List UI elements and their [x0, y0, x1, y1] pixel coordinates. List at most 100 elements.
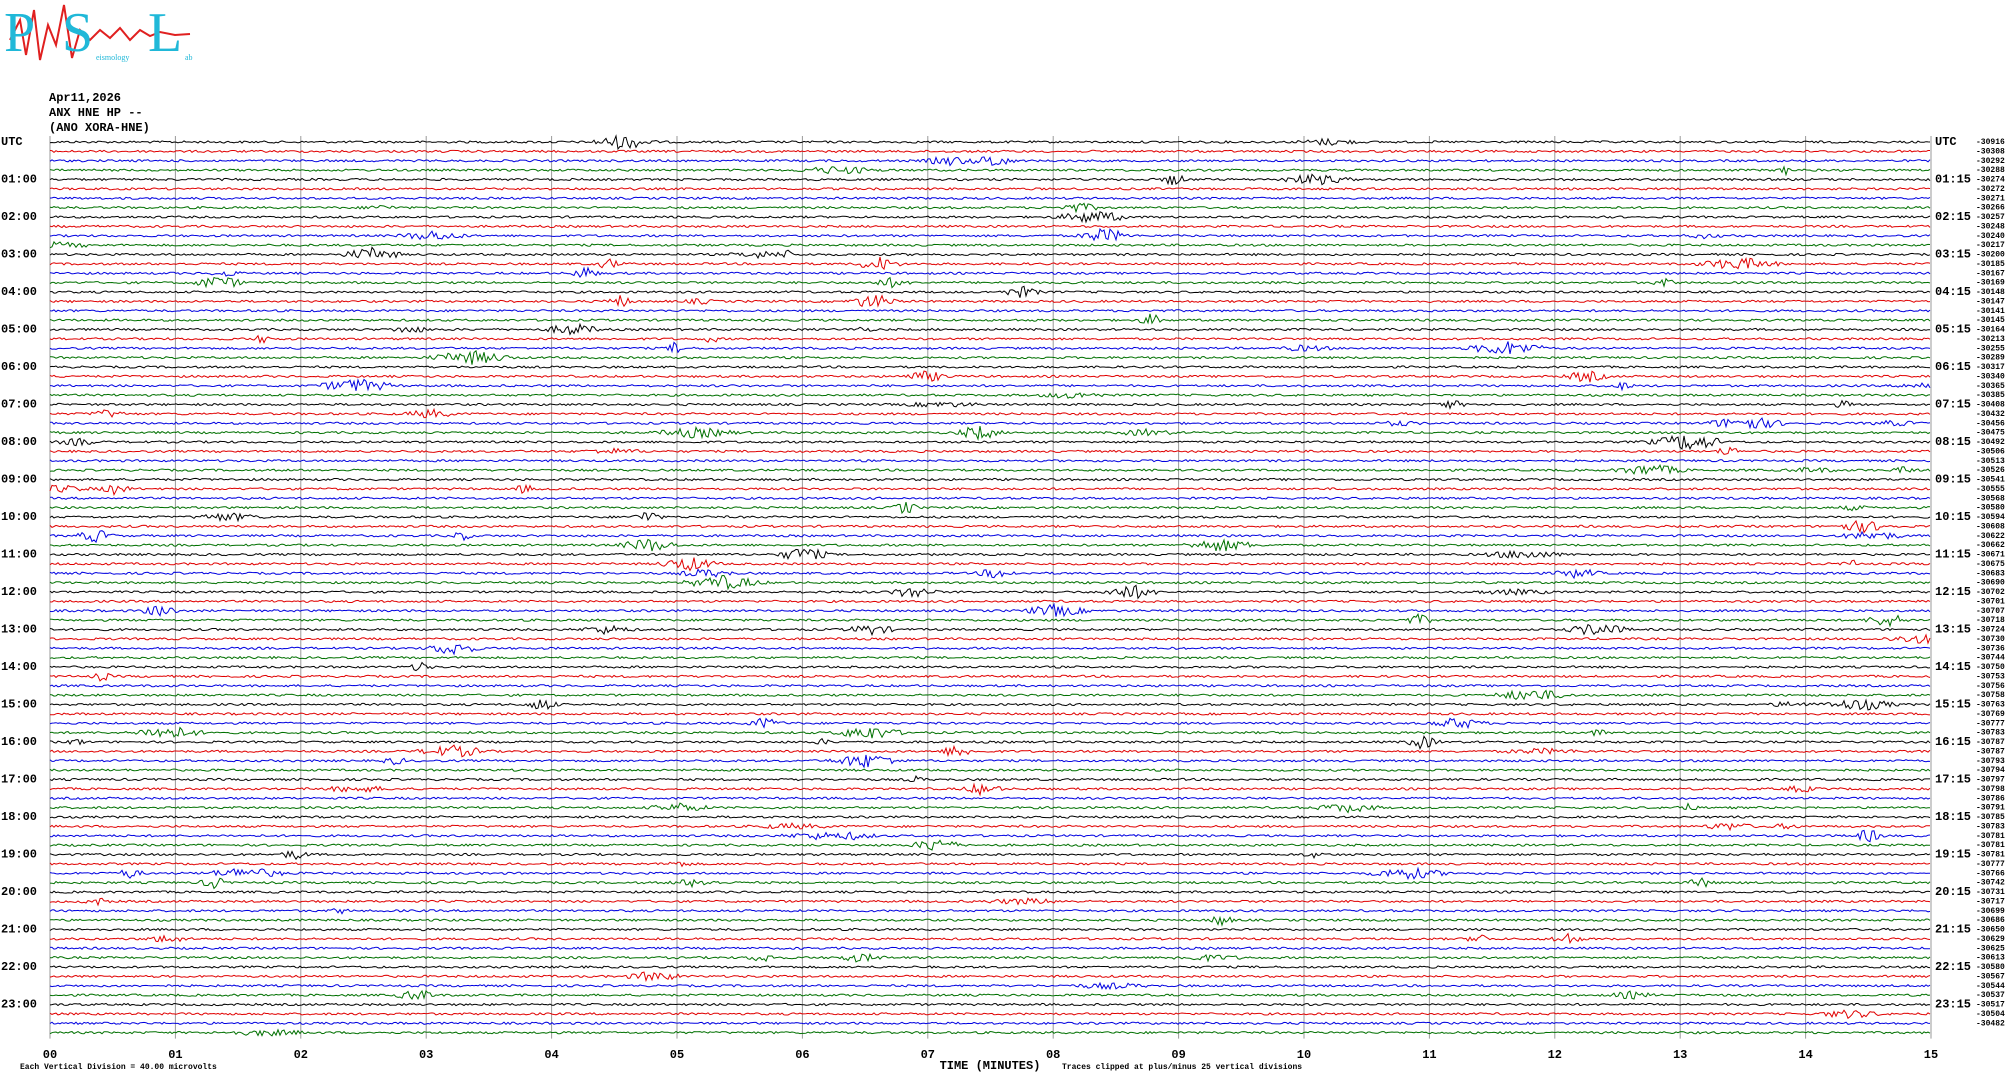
offset-label: -30763	[1976, 701, 2005, 710]
trace	[49, 187, 1931, 191]
trace	[50, 496, 1931, 501]
trace	[49, 446, 1931, 455]
offset-label: -30167	[1976, 269, 2005, 278]
trace	[49, 735, 1931, 751]
offset-label: -30758	[1976, 691, 2005, 700]
trace	[49, 971, 1931, 983]
x-tick-label: 13	[1673, 1048, 1687, 1062]
x-tick-label: 11	[1422, 1048, 1436, 1062]
offset-label: -30365	[1976, 382, 2005, 391]
offset-label: -30271	[1976, 194, 2005, 203]
trace	[49, 989, 1931, 1001]
station: ANX HNE HP --	[49, 106, 143, 120]
offset-label: -30240	[1976, 232, 2005, 241]
offset-label: -30783	[1976, 729, 2005, 738]
offset-label: -30730	[1976, 635, 2005, 644]
right-time-label: 22:15	[1935, 960, 1971, 974]
trace	[49, 850, 1931, 861]
offset-label: -30766	[1976, 869, 2005, 878]
offset-label: -30289	[1976, 354, 2005, 363]
logo-letter: S	[62, 2, 93, 64]
offset-label: -30544	[1976, 982, 2005, 991]
trace	[49, 156, 1931, 167]
traces	[49, 134, 1931, 1037]
left-time-label: 06:00	[1, 360, 37, 374]
trace	[49, 717, 1931, 730]
x-tick-label: 01	[168, 1048, 182, 1062]
trace	[49, 519, 1931, 534]
offset-label: -30736	[1976, 644, 2005, 653]
offset-label: -30724	[1976, 626, 2005, 635]
date: Apr11,2026	[49, 91, 121, 105]
offset-label: -30787	[1976, 747, 2005, 756]
left-time-label: 15:00	[1, 698, 37, 712]
trace	[49, 341, 1931, 355]
left-time-label: 21:00	[1, 923, 37, 937]
left-time-label: 01:00	[1, 173, 37, 187]
trace	[49, 890, 1931, 894]
trace	[49, 266, 1931, 279]
offset-label: -30492	[1976, 438, 2005, 447]
trace	[49, 285, 1931, 298]
offset-label: -30622	[1976, 532, 2005, 541]
right-time-label: 10:15	[1935, 510, 1971, 524]
offset-label: -30308	[1976, 147, 2005, 156]
clip-note: Traces clipped at plus/minus 25 vertical…	[1062, 1063, 1302, 1072]
x-tick-label: 00	[43, 1048, 57, 1062]
offset-label: -30567	[1976, 972, 2005, 981]
offset-label: -30742	[1976, 879, 2005, 888]
left-time-label: 12:00	[1, 585, 37, 599]
left-time-label: 09:00	[1, 473, 37, 487]
x-tick-label: 09	[1171, 1048, 1185, 1062]
right-time-label: 03:15	[1935, 248, 1971, 262]
offset-label: -30213	[1976, 335, 2005, 344]
offset-label: -30781	[1976, 851, 2005, 860]
right-time-label: 13:15	[1935, 623, 1971, 637]
trace	[49, 557, 1931, 572]
trace	[49, 633, 1931, 645]
left-time-label: 19:00	[1, 848, 37, 862]
offset-label: -30650	[1976, 926, 2005, 935]
right-time-label: 19:15	[1935, 848, 1971, 862]
offset-label: -30787	[1976, 738, 2005, 747]
trace	[49, 584, 1931, 600]
trace	[49, 365, 1931, 369]
offset-label: -30288	[1976, 166, 2005, 175]
offset-label: -30255	[1976, 344, 2005, 353]
offset-label: -30613	[1976, 954, 2005, 963]
offset-label: -30750	[1976, 663, 2005, 672]
x-tick-label: 02	[294, 1048, 308, 1062]
offset-label: -30783	[1976, 822, 2005, 831]
offset-label: -30629	[1976, 935, 2005, 944]
right-time-label: 11:15	[1935, 548, 1971, 562]
offset-label: -30456	[1976, 419, 2005, 428]
trace	[49, 399, 1930, 410]
scale-note: Each Vertical Division = 40.00 microvolt…	[20, 1063, 217, 1072]
trace	[49, 796, 1931, 801]
offset-label: -30272	[1976, 185, 2005, 194]
trace	[49, 689, 1931, 701]
trace	[50, 349, 1931, 365]
offset-label: -30274	[1976, 176, 2005, 185]
right-time-label: 23:15	[1935, 998, 1971, 1012]
offset-label: -30707	[1976, 607, 2005, 616]
offset-label: -30690	[1976, 579, 2005, 588]
offset-label: -30475	[1976, 429, 2005, 438]
trace	[49, 240, 1931, 249]
left-time-label: 18:00	[1, 810, 37, 824]
trace	[49, 981, 1931, 991]
trace	[49, 568, 1931, 580]
offset-label: -30266	[1976, 204, 2005, 213]
offset-label: -30686	[1976, 916, 2005, 925]
trace	[49, 227, 1931, 242]
left-time-label: 07:00	[1, 398, 37, 412]
trace	[50, 965, 1931, 969]
trace	[49, 612, 1931, 628]
trace	[49, 683, 1931, 688]
trace	[49, 196, 1931, 200]
trace	[49, 294, 1931, 308]
offset-label: -30793	[1976, 757, 2005, 766]
trace	[49, 458, 1931, 463]
trace	[49, 802, 1931, 814]
offset-label: -30683	[1976, 569, 2005, 578]
